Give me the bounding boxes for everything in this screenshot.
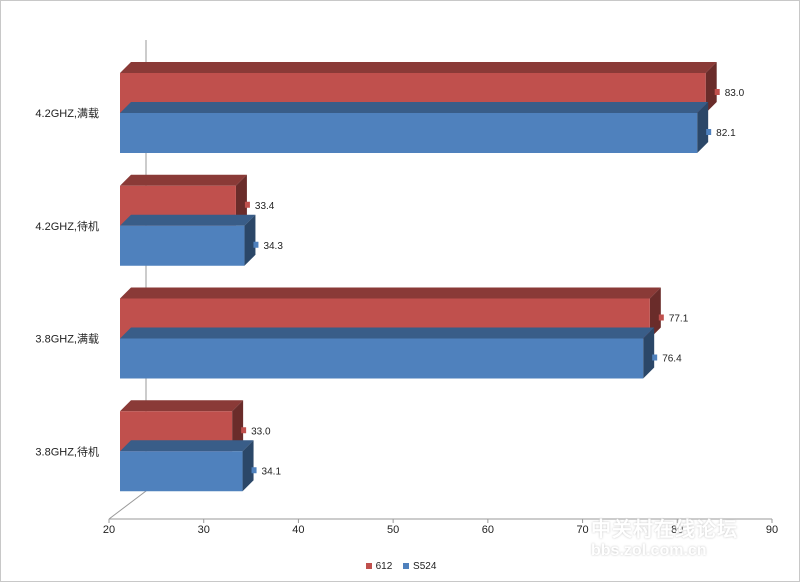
bar-top-1-0 bbox=[120, 174, 247, 186]
data-label-marker-3-1 bbox=[251, 467, 257, 474]
x-tick-label-60: 60 bbox=[482, 524, 494, 536]
watermark-logo: 中关村在线论坛 bbs.zol.com.cn bbox=[591, 513, 791, 563]
category-label-2: 3.8GHZ,满载 bbox=[35, 333, 99, 346]
x-tick-label-80: 80 bbox=[671, 524, 683, 536]
bar-side-2-0 bbox=[649, 287, 661, 339]
bar-top-1-1 bbox=[120, 214, 256, 226]
legend-swatch-s524 bbox=[403, 563, 410, 570]
legend-label-s524: S524 bbox=[413, 561, 437, 572]
data-label-marker-2-0 bbox=[658, 314, 664, 321]
data-label-marker-1-1 bbox=[253, 241, 259, 248]
bar-side-3-0 bbox=[232, 400, 244, 452]
category-label-1: 4.2GHZ,待机 bbox=[35, 219, 99, 233]
legend-item-s524: S524 bbox=[403, 561, 436, 572]
bar-top-2-0 bbox=[120, 287, 661, 299]
bar-side-2-1 bbox=[643, 327, 655, 379]
data-label-marker-0-0 bbox=[714, 89, 720, 95]
data-label-0-1: 82.1 bbox=[716, 128, 736, 139]
data-label-marker-3-0 bbox=[241, 427, 247, 434]
bar-top-0-1 bbox=[120, 102, 709, 113]
data-label-1-0: 33.4 bbox=[255, 201, 275, 212]
data-label-2-0: 77.1 bbox=[669, 314, 689, 325]
bar-side-0-0 bbox=[705, 62, 717, 113]
legend: 612 S524 bbox=[1, 561, 800, 572]
x-tick-label-50: 50 bbox=[387, 524, 399, 536]
bar-side-1-1 bbox=[244, 214, 256, 266]
bar-side-0-1 bbox=[697, 102, 709, 153]
x-tick-label-20: 20 bbox=[103, 524, 115, 536]
data-label-1-1: 34.3 bbox=[263, 241, 283, 252]
category-label-0: 4.2GHZ,满载 bbox=[35, 107, 99, 120]
legend-swatch-612 bbox=[365, 563, 372, 570]
bar-top-0-0 bbox=[120, 62, 717, 73]
category-label-3: 3.8GHZ,待机 bbox=[35, 444, 99, 458]
x-tick-label-30: 30 bbox=[198, 524, 210, 536]
legend-item-612: 612 bbox=[365, 561, 393, 572]
bar-top-3-0 bbox=[120, 400, 244, 412]
data-label-0-0: 83.0 bbox=[725, 88, 745, 99]
watermark-url: bbs.zol.com.cn bbox=[591, 542, 707, 559]
data-label-marker-2-1 bbox=[652, 354, 658, 361]
bar-0-1 bbox=[120, 113, 698, 153]
data-label-marker-1-0 bbox=[244, 201, 250, 208]
bar-side-3-1 bbox=[242, 440, 254, 492]
x-tick-label-70: 70 bbox=[576, 524, 588, 536]
watermark-title: 中关村在线论坛 bbox=[591, 519, 738, 541]
bar-3-1 bbox=[120, 451, 243, 492]
x-tick-label-90: 90 bbox=[766, 524, 778, 536]
x-tick-label-40: 40 bbox=[292, 524, 304, 536]
bar-top-2-1 bbox=[120, 327, 655, 339]
bar-top-3-1 bbox=[120, 440, 254, 452]
bar-side-1-0 bbox=[235, 174, 247, 226]
data-label-3-0: 33.0 bbox=[251, 426, 271, 437]
data-label-marker-0-1 bbox=[706, 129, 712, 135]
bar-2-1 bbox=[120, 338, 644, 379]
bar-1-1 bbox=[120, 225, 245, 266]
data-label-2-1: 76.4 bbox=[662, 354, 682, 365]
data-label-3-1: 34.1 bbox=[262, 466, 282, 477]
legend-label-612: 612 bbox=[375, 561, 393, 572]
